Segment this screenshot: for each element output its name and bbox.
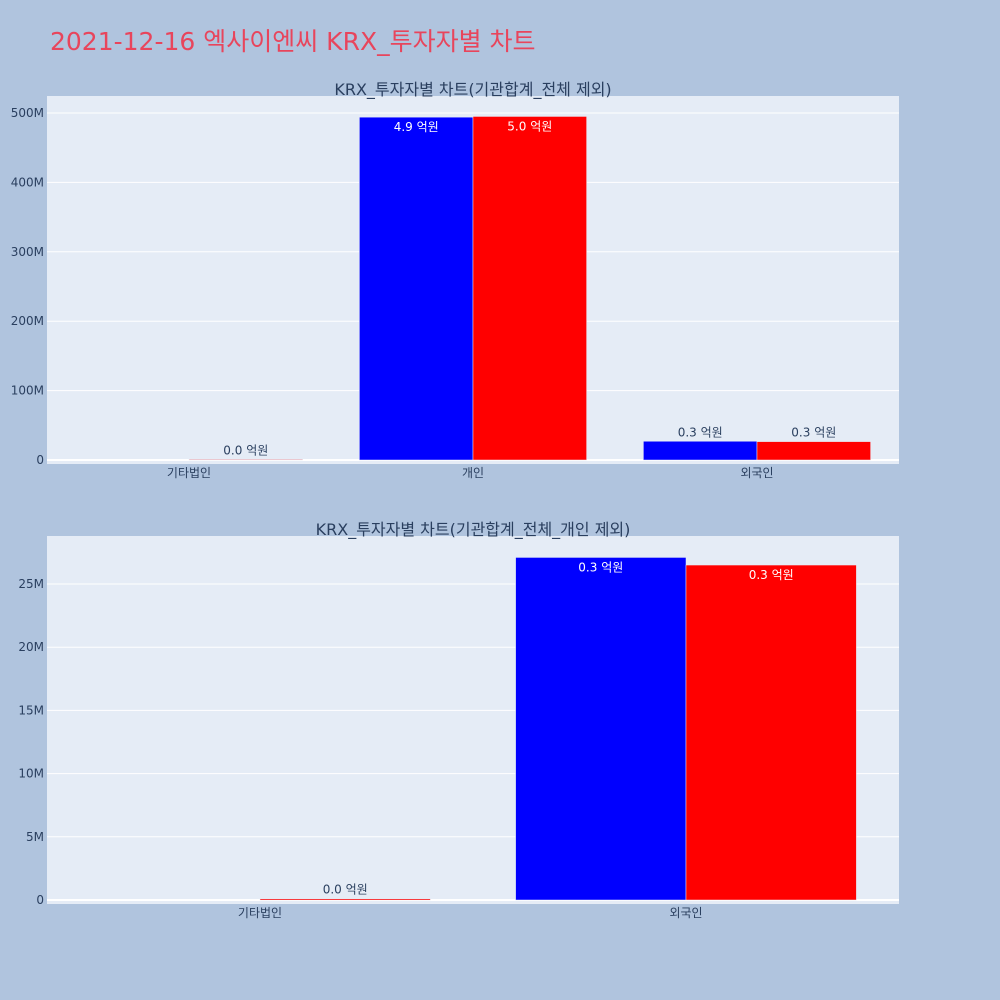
y-tick-label: 200M bbox=[11, 314, 44, 328]
x-tick-label: 외국인 bbox=[740, 466, 773, 480]
y-tick-label: 25M bbox=[18, 577, 44, 591]
bar-data-label: 0.3 억원 bbox=[578, 560, 623, 574]
bar bbox=[643, 441, 758, 461]
page-title: 2021-12-16 엑사이엔씨 KRX_투자자별 차트 bbox=[50, 27, 536, 56]
y-tick-label: 300M bbox=[11, 245, 44, 259]
chart-title: KRX_투자자별 차트(기관합계_전체 제외) bbox=[334, 80, 611, 100]
bar bbox=[359, 116, 474, 461]
x-tick-label: 기타법인 bbox=[238, 906, 282, 920]
bar bbox=[472, 116, 587, 461]
y-tick-label: 0 bbox=[36, 893, 44, 907]
y-tick-label: 10M bbox=[18, 767, 44, 781]
bar-data-label: 0.0 억원 bbox=[223, 443, 268, 457]
x-tick-label: 개인 bbox=[462, 466, 484, 480]
bar bbox=[188, 459, 303, 461]
bar-data-label: 0.0 억원 bbox=[323, 883, 368, 897]
x-tick-label: 외국인 bbox=[669, 906, 702, 920]
bar-data-label: 0.3 억원 bbox=[678, 425, 723, 439]
bar-data-label: 0.3 억원 bbox=[749, 568, 794, 582]
chart-2: 0 5M 10M 15M 20M 25M KRX_투자자별 차트(기관합계_전체_개인 제외… bbox=[18, 520, 899, 920]
bar-data-label: 4.9 억원 bbox=[394, 120, 439, 134]
bar-data-label: 5.0 억원 bbox=[507, 119, 552, 133]
x-tick-label: 기타법인 bbox=[167, 466, 211, 480]
bar bbox=[515, 557, 687, 901]
chart-title: KRX_투자자별 차트(기관합계_전체_개인 제외) bbox=[316, 520, 631, 540]
bar bbox=[685, 564, 857, 901]
y-tick-label: 0 bbox=[36, 453, 44, 467]
y-tick-label: 100M bbox=[11, 384, 44, 398]
y-tick-label: 15M bbox=[18, 703, 44, 717]
y-tick-label: 400M bbox=[11, 175, 44, 189]
bar bbox=[259, 898, 431, 901]
y-tick-label: 20M bbox=[18, 640, 44, 654]
y-tick-label: 500M bbox=[11, 106, 44, 120]
chart-1: 0 100M 200M 300M 400M 500M KRX_투자자별 차트(기관합계_전체… bbox=[11, 80, 899, 480]
bar-data-label: 0.3 억원 bbox=[791, 426, 836, 440]
bar bbox=[756, 441, 871, 461]
y-tick-label: 5M bbox=[26, 830, 44, 844]
